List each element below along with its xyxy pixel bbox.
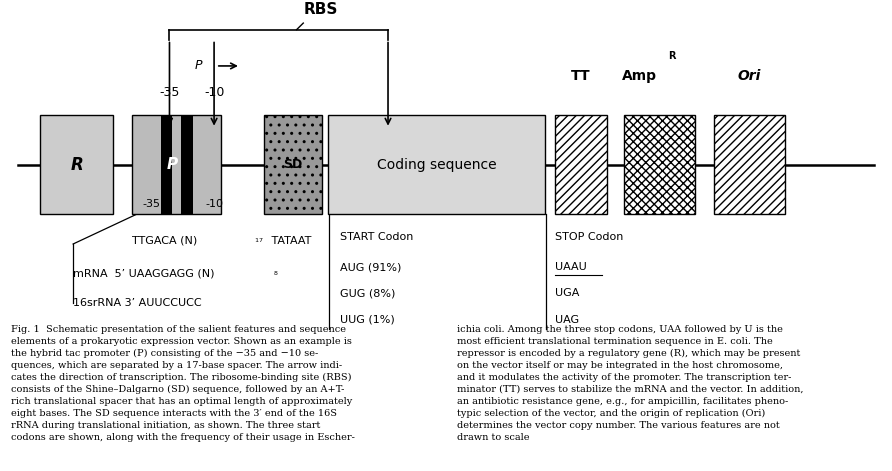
Text: 16srRNA 3’ AUUCCUCC: 16srRNA 3’ AUUCCUCC (73, 298, 202, 309)
Text: P: P (194, 59, 202, 73)
Bar (328, 115, 545, 214)
Text: TTGACA (N): TTGACA (N) (132, 236, 197, 246)
Text: UAAU: UAAU (555, 262, 587, 272)
Bar (132, 115, 221, 214)
Text: GUG (8%): GUG (8%) (340, 288, 395, 299)
Text: mRNA  5’ UAAGGAGG (N): mRNA 5’ UAAGGAGG (N) (73, 268, 215, 279)
Text: SD: SD (284, 158, 302, 171)
Text: Fig. 1  Schematic presentation of the salient features and sequence
elements of : Fig. 1 Schematic presentation of the sal… (11, 325, 355, 442)
Text: TATAAT: TATAAT (268, 236, 311, 246)
Text: $_{17}$: $_{17}$ (254, 236, 264, 245)
Bar (714, 115, 785, 214)
Bar (555, 115, 607, 214)
Text: -35: -35 (143, 199, 161, 210)
Text: START Codon: START Codon (340, 232, 413, 243)
Text: P: P (167, 157, 178, 172)
Text: UAG: UAG (555, 315, 579, 325)
Text: -10: -10 (204, 86, 224, 99)
Bar (181, 115, 193, 214)
Text: Coding sequence: Coding sequence (376, 158, 497, 172)
Text: Amp: Amp (622, 69, 657, 83)
Text: $_8$: $_8$ (273, 269, 278, 278)
Bar (161, 115, 172, 214)
Text: RBS: RBS (304, 2, 338, 17)
Text: R: R (668, 51, 675, 61)
Text: Ori: Ori (738, 69, 761, 83)
Text: TT: TT (571, 69, 591, 83)
Bar (264, 115, 322, 214)
Text: -10: -10 (205, 199, 223, 210)
Text: UGA: UGA (555, 288, 579, 299)
Bar (624, 115, 695, 214)
Text: ichia coli. Among the three stop codons, UAA followed by U is the
most efficient: ichia coli. Among the three stop codons,… (457, 325, 803, 442)
Text: -35: -35 (160, 86, 179, 99)
Text: R: R (70, 156, 83, 174)
Text: UUG (1%): UUG (1%) (340, 315, 394, 325)
Bar (40, 115, 113, 214)
Text: AUG (91%): AUG (91%) (340, 262, 401, 272)
Text: STOP Codon: STOP Codon (555, 232, 624, 243)
